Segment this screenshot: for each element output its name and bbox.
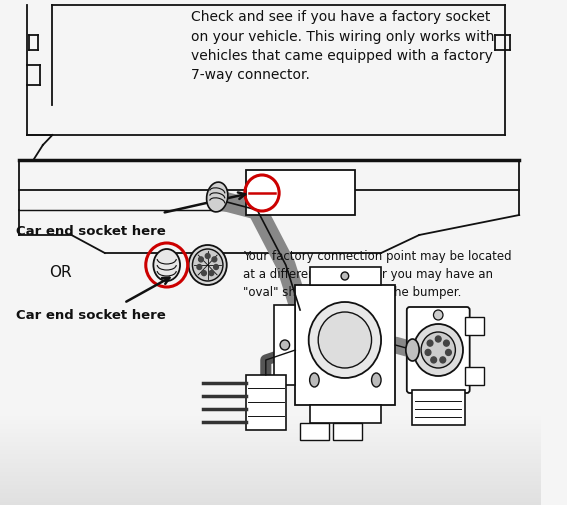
FancyBboxPatch shape [407, 307, 469, 393]
Ellipse shape [154, 249, 180, 281]
Circle shape [318, 312, 371, 368]
Text: Your factory connection point may be located
at a different location or you may : Your factory connection point may be loc… [243, 250, 511, 299]
Circle shape [427, 340, 433, 346]
Text: OR: OR [49, 265, 72, 280]
Circle shape [443, 340, 449, 346]
Circle shape [214, 265, 218, 270]
Circle shape [212, 257, 217, 262]
Bar [333, 423, 362, 440]
Bar [465, 367, 484, 385]
Ellipse shape [406, 339, 419, 361]
Ellipse shape [371, 373, 381, 387]
Circle shape [425, 349, 431, 356]
Bar [274, 305, 295, 385]
Text: Check and see if you have a factory socket
on your vehicle. This wiring only wor: Check and see if you have a factory sock… [191, 10, 494, 82]
Bar [246, 375, 286, 430]
Circle shape [197, 265, 202, 270]
Bar [246, 170, 356, 215]
Circle shape [308, 302, 381, 378]
Circle shape [198, 257, 204, 262]
Text: Car end socket here: Car end socket here [16, 225, 166, 238]
Bar [465, 317, 484, 335]
Circle shape [189, 245, 227, 285]
Circle shape [280, 340, 290, 350]
Ellipse shape [206, 182, 228, 212]
Circle shape [421, 332, 455, 368]
Circle shape [205, 254, 210, 259]
Circle shape [341, 272, 349, 280]
Bar [295, 285, 395, 405]
Circle shape [413, 324, 463, 376]
Bar [412, 390, 465, 425]
Circle shape [202, 271, 206, 276]
Circle shape [440, 357, 446, 363]
Circle shape [434, 310, 443, 320]
Circle shape [209, 271, 214, 276]
Bar [310, 267, 381, 285]
Circle shape [192, 249, 223, 281]
Bar [300, 423, 329, 440]
Bar [310, 405, 381, 423]
Circle shape [431, 357, 437, 363]
Circle shape [446, 349, 451, 356]
Circle shape [435, 336, 441, 342]
Ellipse shape [310, 373, 319, 387]
Text: Car end socket here: Car end socket here [16, 309, 166, 322]
